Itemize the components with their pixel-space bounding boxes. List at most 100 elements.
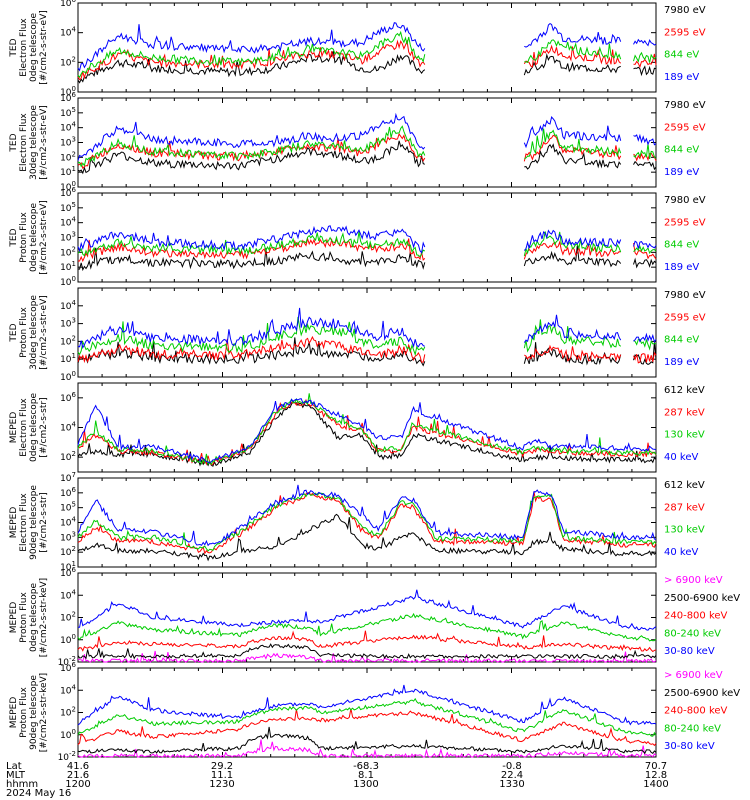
- legend-entry: 612 keV: [664, 480, 705, 491]
- series-line-4: [77, 225, 657, 254]
- legend-entry: 189 eV: [664, 357, 699, 368]
- legend-entry: 189 eV: [664, 167, 699, 178]
- y-axis-label-line: TED: [9, 228, 19, 247]
- y-axis-label-line: Proton Flux: [19, 307, 29, 358]
- series-line-3: [77, 630, 657, 653]
- series-line-3: [77, 231, 657, 258]
- legend-entry: 2500-6900 keV: [664, 593, 740, 604]
- y-axis-label-line: 0deg telescope: [29, 583, 39, 653]
- panel-8: 10-210^-210010^010210^210410^410610^6MEP…: [9, 661, 740, 763]
- footer-value: 11.1: [211, 770, 233, 781]
- y-axis-label: TED Proton Flux 30deg telescope [#/cm2-s-st…: [9, 295, 49, 370]
- series-line-1: [77, 739, 657, 759]
- series-line-3: [77, 708, 657, 747]
- series-line-1: [77, 245, 657, 272]
- series-line-3: [77, 30, 657, 79]
- footer-value: 1200: [65, 779, 90, 790]
- series-line-2: [77, 335, 657, 364]
- series-line-4: [77, 307, 657, 349]
- y-axis-label-line: Proton Flux: [19, 212, 29, 263]
- panel-7: 10-210^-210010^010210^210410^410610^6MEP…: [9, 566, 740, 668]
- y-axis-label-line: 90deg telescope: [29, 485, 39, 560]
- footer-value: 8.1: [358, 770, 374, 781]
- series-line-2: [77, 491, 657, 555]
- series-line-3: [77, 492, 657, 552]
- series-line-4: [77, 697, 657, 737]
- series-line-1: [77, 140, 657, 175]
- legend-entry: 80-240 keV: [664, 723, 721, 734]
- panel-frame: [77, 477, 657, 568]
- series-line-1: [77, 513, 657, 562]
- footer-value: 1400: [643, 779, 668, 790]
- legend-entry: > 6900 keV: [664, 575, 723, 586]
- y-axis-label-line: [#/cm2-s-str-eV]: [39, 105, 49, 180]
- series-line-1: [77, 51, 657, 84]
- y-axis-label-line: MEPED: [9, 412, 19, 444]
- legend-entry: 287 keV: [664, 502, 705, 513]
- panel-2: 10010^010110^110210^210310^310410^410510…: [9, 91, 706, 193]
- y-axis-label-line: MEPED: [9, 602, 19, 634]
- legend-entry: 7980 eV: [664, 290, 706, 301]
- y-axis-label-line: [#/cm2-s-str-keV]: [39, 673, 49, 752]
- footer-values: 41.6 29.2 -68.3 -0.8 70.7 21.6 11.1 8.1 22.4 12.8…: [65, 761, 668, 790]
- y-axis-label: MEPED Proton Flux 90deg telescope [#/cm2-s-…: [9, 673, 49, 752]
- y-axis-label-line: Electron Flux: [19, 398, 29, 457]
- legend-entry: 7980 eV: [664, 100, 706, 111]
- series-line-1: [77, 400, 657, 467]
- panel-frame: [77, 667, 657, 758]
- panel-frame: [77, 97, 657, 188]
- legend-entry: 2595 eV: [664, 27, 706, 38]
- series-line-3: [77, 125, 657, 168]
- y-axis-label: TED Electron Flux 0deg telescope [#/cm2-s-s…: [9, 10, 49, 85]
- y-axis-label: TED Electron Flux 30deg telescope [#/cm2-s-…: [9, 105, 49, 180]
- legend-entry: 30-80 keV: [664, 646, 715, 657]
- y-axis-label-line: 0deg telescope: [29, 13, 39, 83]
- y-tick-label: 10710^7: [60, 471, 76, 484]
- y-axis-label-line: 0deg telescope: [29, 393, 39, 463]
- legend-entry: 40 keV: [664, 547, 698, 558]
- panel-frame: [77, 287, 657, 378]
- y-axis-label-line: TED: [9, 38, 19, 57]
- panel-frame: [77, 572, 657, 663]
- y-axis-label-line: Electron Flux: [19, 493, 29, 552]
- y-axis-label-line: 30deg telescope: [29, 295, 39, 370]
- legend-entry: > 6900 keV: [664, 670, 723, 681]
- legend-entry: 2500-6900 keV: [664, 688, 740, 699]
- legend-entry: 189 eV: [664, 262, 699, 273]
- footer-value: 1300: [353, 779, 378, 790]
- y-axis-label-line: 0deg telescope: [29, 203, 39, 273]
- footer-mlt-label: MLT: [6, 770, 26, 781]
- footer-value: 22.4: [501, 770, 523, 781]
- y-axis-label: MEPED Electron Flux 0deg telescope [#/cm2-s…: [9, 393, 49, 463]
- y-axis-label-line: Electron Flux: [19, 18, 29, 77]
- panel-6: 10110^110210^210310^310410^410510^510610…: [9, 471, 705, 573]
- y-axis-label: MEPED Electron Flux 90deg telescope [#/cm2-…: [9, 485, 49, 560]
- series-line-3: [77, 393, 657, 466]
- legend-entry: 2595 eV: [664, 122, 706, 133]
- y-axis-label-line: 90deg telescope: [29, 675, 39, 750]
